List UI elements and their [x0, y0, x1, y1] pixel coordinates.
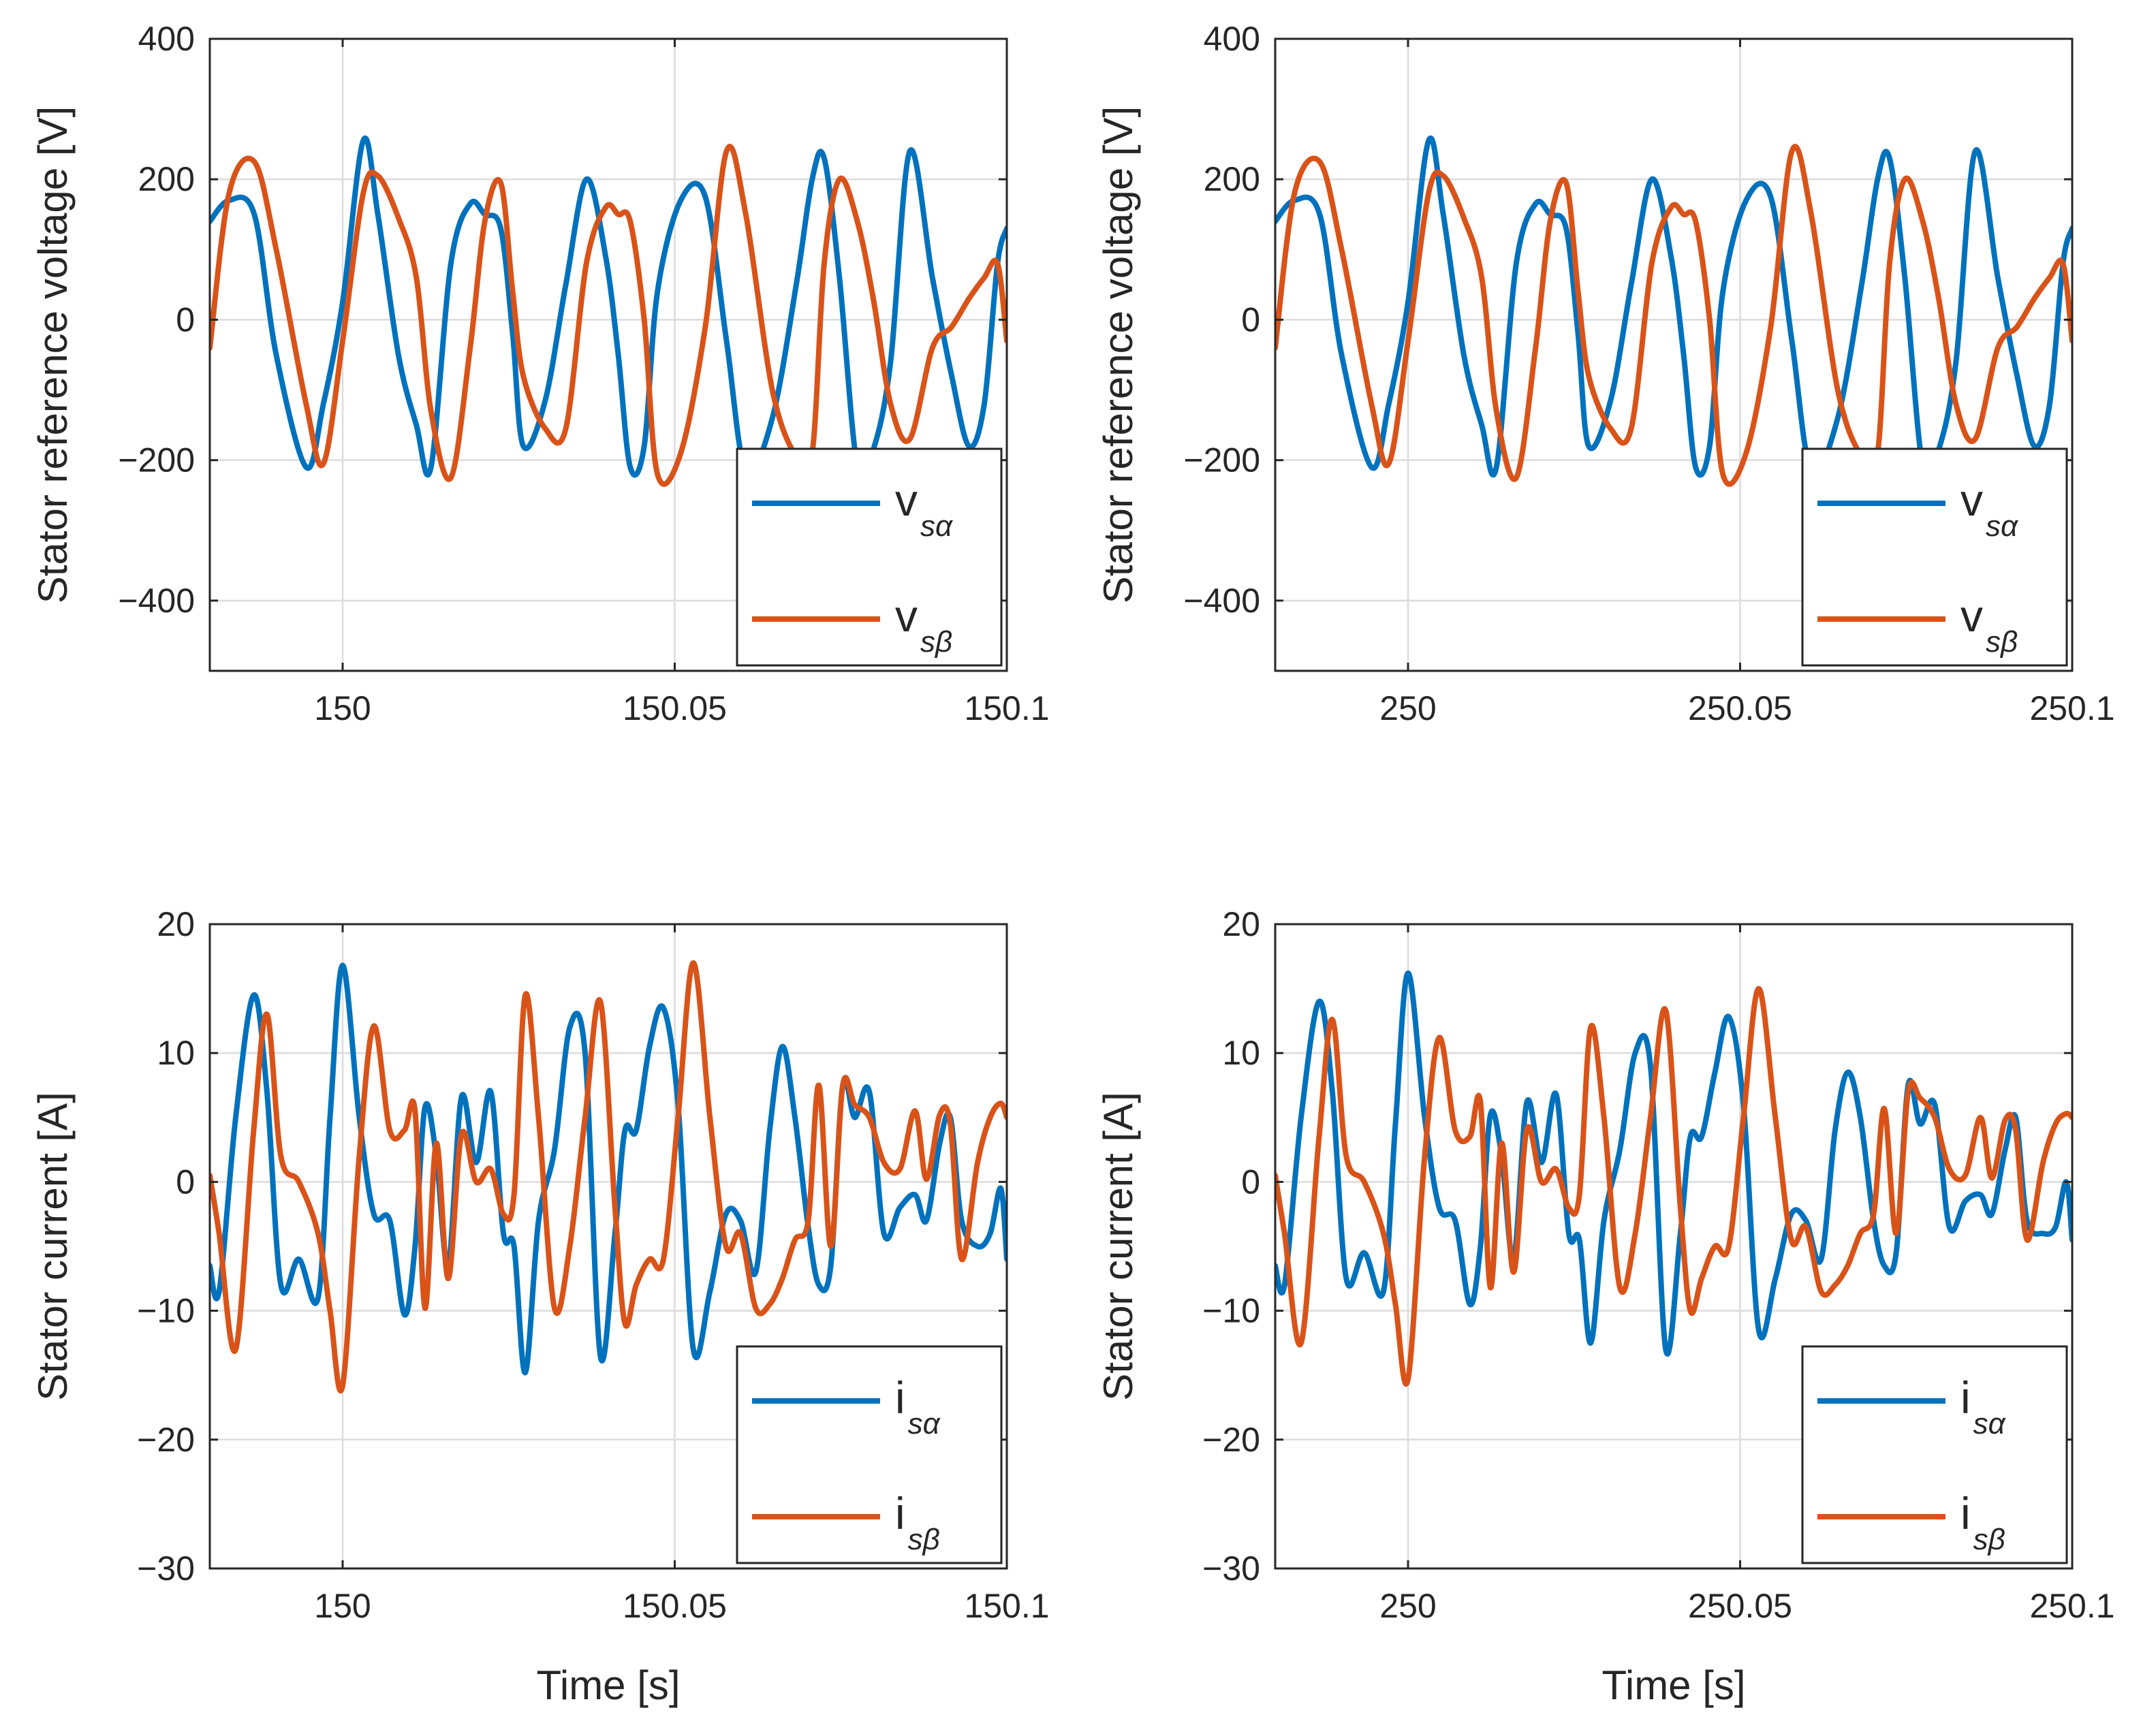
y-axis-label: Stator current [A] — [30, 1092, 76, 1401]
y-tick-label: 20 — [157, 905, 195, 943]
axes-frame — [1274, 923, 2074, 1570]
legend-label-beta: vsβ — [1960, 590, 2018, 659]
series-group — [1275, 970, 2072, 1387]
axes-frame — [208, 37, 1008, 672]
chart-panel-top-right: 250 250.05 250.1 −400 −200 0 200 400 Stator refe… — [1095, 20, 2115, 727]
legend-label-alpha: vsα — [895, 475, 954, 543]
y-tick-label: −10 — [1202, 1292, 1260, 1330]
series-group — [210, 136, 1007, 487]
legend-label-beta: isβ — [895, 1488, 940, 1556]
x-tick-label: 150.05 — [623, 1587, 727, 1625]
y-axis-label: Stator reference voltage [V] — [30, 106, 76, 603]
y-tick-label: 0 — [176, 1163, 195, 1201]
legend-box — [736, 447, 1003, 667]
y-tick-label: 200 — [138, 160, 195, 198]
y-tick-label: −20 — [1202, 1421, 1260, 1459]
series-line-beta — [210, 144, 1007, 487]
y-tick-label: −200 — [118, 441, 195, 479]
y-axis-label: Stator current [A] — [1095, 1092, 1141, 1401]
y-tick-label: −10 — [137, 1292, 195, 1330]
y-tick-label: −400 — [1183, 582, 1260, 620]
legend-label-beta: isβ — [1960, 1488, 2005, 1556]
legend-box — [1801, 447, 2068, 667]
y-tick-label: −30 — [137, 1549, 195, 1588]
y-tick-label: 200 — [1204, 160, 1260, 198]
x-tick-label: 250.1 — [2029, 689, 2114, 727]
axes-frame — [1274, 37, 2074, 672]
y-tick-label: −400 — [118, 582, 195, 620]
y-tick-label: 0 — [1241, 300, 1260, 338]
legend-label-alpha: isα — [1960, 1372, 2007, 1440]
x-tick-label: 150 — [314, 689, 371, 727]
y-tick-label: 20 — [1222, 905, 1260, 943]
axes-frame — [208, 923, 1008, 1570]
series-line-alpha — [1275, 970, 2072, 1357]
chart-panel-top-left: 150 150.05 150.1 −400 −200 0 200 400 Stator refe… — [30, 20, 1050, 727]
legend-label-alpha: vsα — [1960, 475, 2019, 543]
y-tick-label: 400 — [138, 20, 195, 58]
legend: isα isβ — [736, 1345, 1003, 1564]
x-tick-label: 250.05 — [1688, 1587, 1792, 1625]
y-tick-label: 400 — [1204, 20, 1260, 58]
series-line-beta — [1275, 985, 2072, 1387]
series-line-alpha — [210, 962, 1007, 1376]
series-line-beta — [210, 960, 1007, 1394]
x-tick-label: 250.1 — [2029, 1587, 2114, 1625]
y-tick-label: −30 — [1202, 1549, 1260, 1588]
series-group — [210, 960, 1007, 1394]
x-tick-label: 150.1 — [964, 689, 1049, 727]
series-line-beta — [1275, 144, 2072, 487]
chart-panel-bottom-right: 250 250.05 250.1 −30 −20 −10 0 10 20 Stator curre… — [1095, 905, 2115, 1708]
y-tick-label: 0 — [176, 300, 195, 338]
legend: isα isβ — [1801, 1345, 2068, 1564]
legend: vsα vsβ — [1801, 447, 2068, 667]
y-tick-label: −200 — [1183, 441, 1260, 479]
x-tick-label: 250 — [1379, 1587, 1436, 1625]
y-tick-label: 10 — [1222, 1034, 1260, 1072]
series-group — [1275, 136, 2072, 487]
y-tick-label: 0 — [1241, 1163, 1260, 1201]
x-tick-label: 150 — [314, 1587, 371, 1625]
chart-panel-bottom-left: 150 150.05 150.1 −30 −20 −10 0 10 20 Stator curre… — [30, 905, 1050, 1708]
x-tick-label: 250 — [1379, 689, 1436, 727]
x-tick-label: 150.1 — [964, 1587, 1049, 1625]
y-axis-label: Stator reference voltage [V] — [1095, 106, 1141, 603]
legend-label-alpha: isα — [895, 1372, 941, 1440]
x-tick-label: 150.05 — [623, 689, 727, 727]
y-tick-label: −20 — [137, 1421, 195, 1459]
legend: vsα vsβ — [736, 447, 1003, 667]
x-axis-label: Time [s] — [536, 1662, 680, 1708]
x-axis-label: Time [s] — [1601, 1662, 1745, 1708]
legend-box — [736, 1345, 1003, 1564]
legend-box — [1801, 1345, 2068, 1564]
x-tick-label: 250.05 — [1688, 689, 1792, 727]
legend-label-beta: vsβ — [895, 590, 952, 659]
y-tick-label: 10 — [157, 1034, 195, 1072]
